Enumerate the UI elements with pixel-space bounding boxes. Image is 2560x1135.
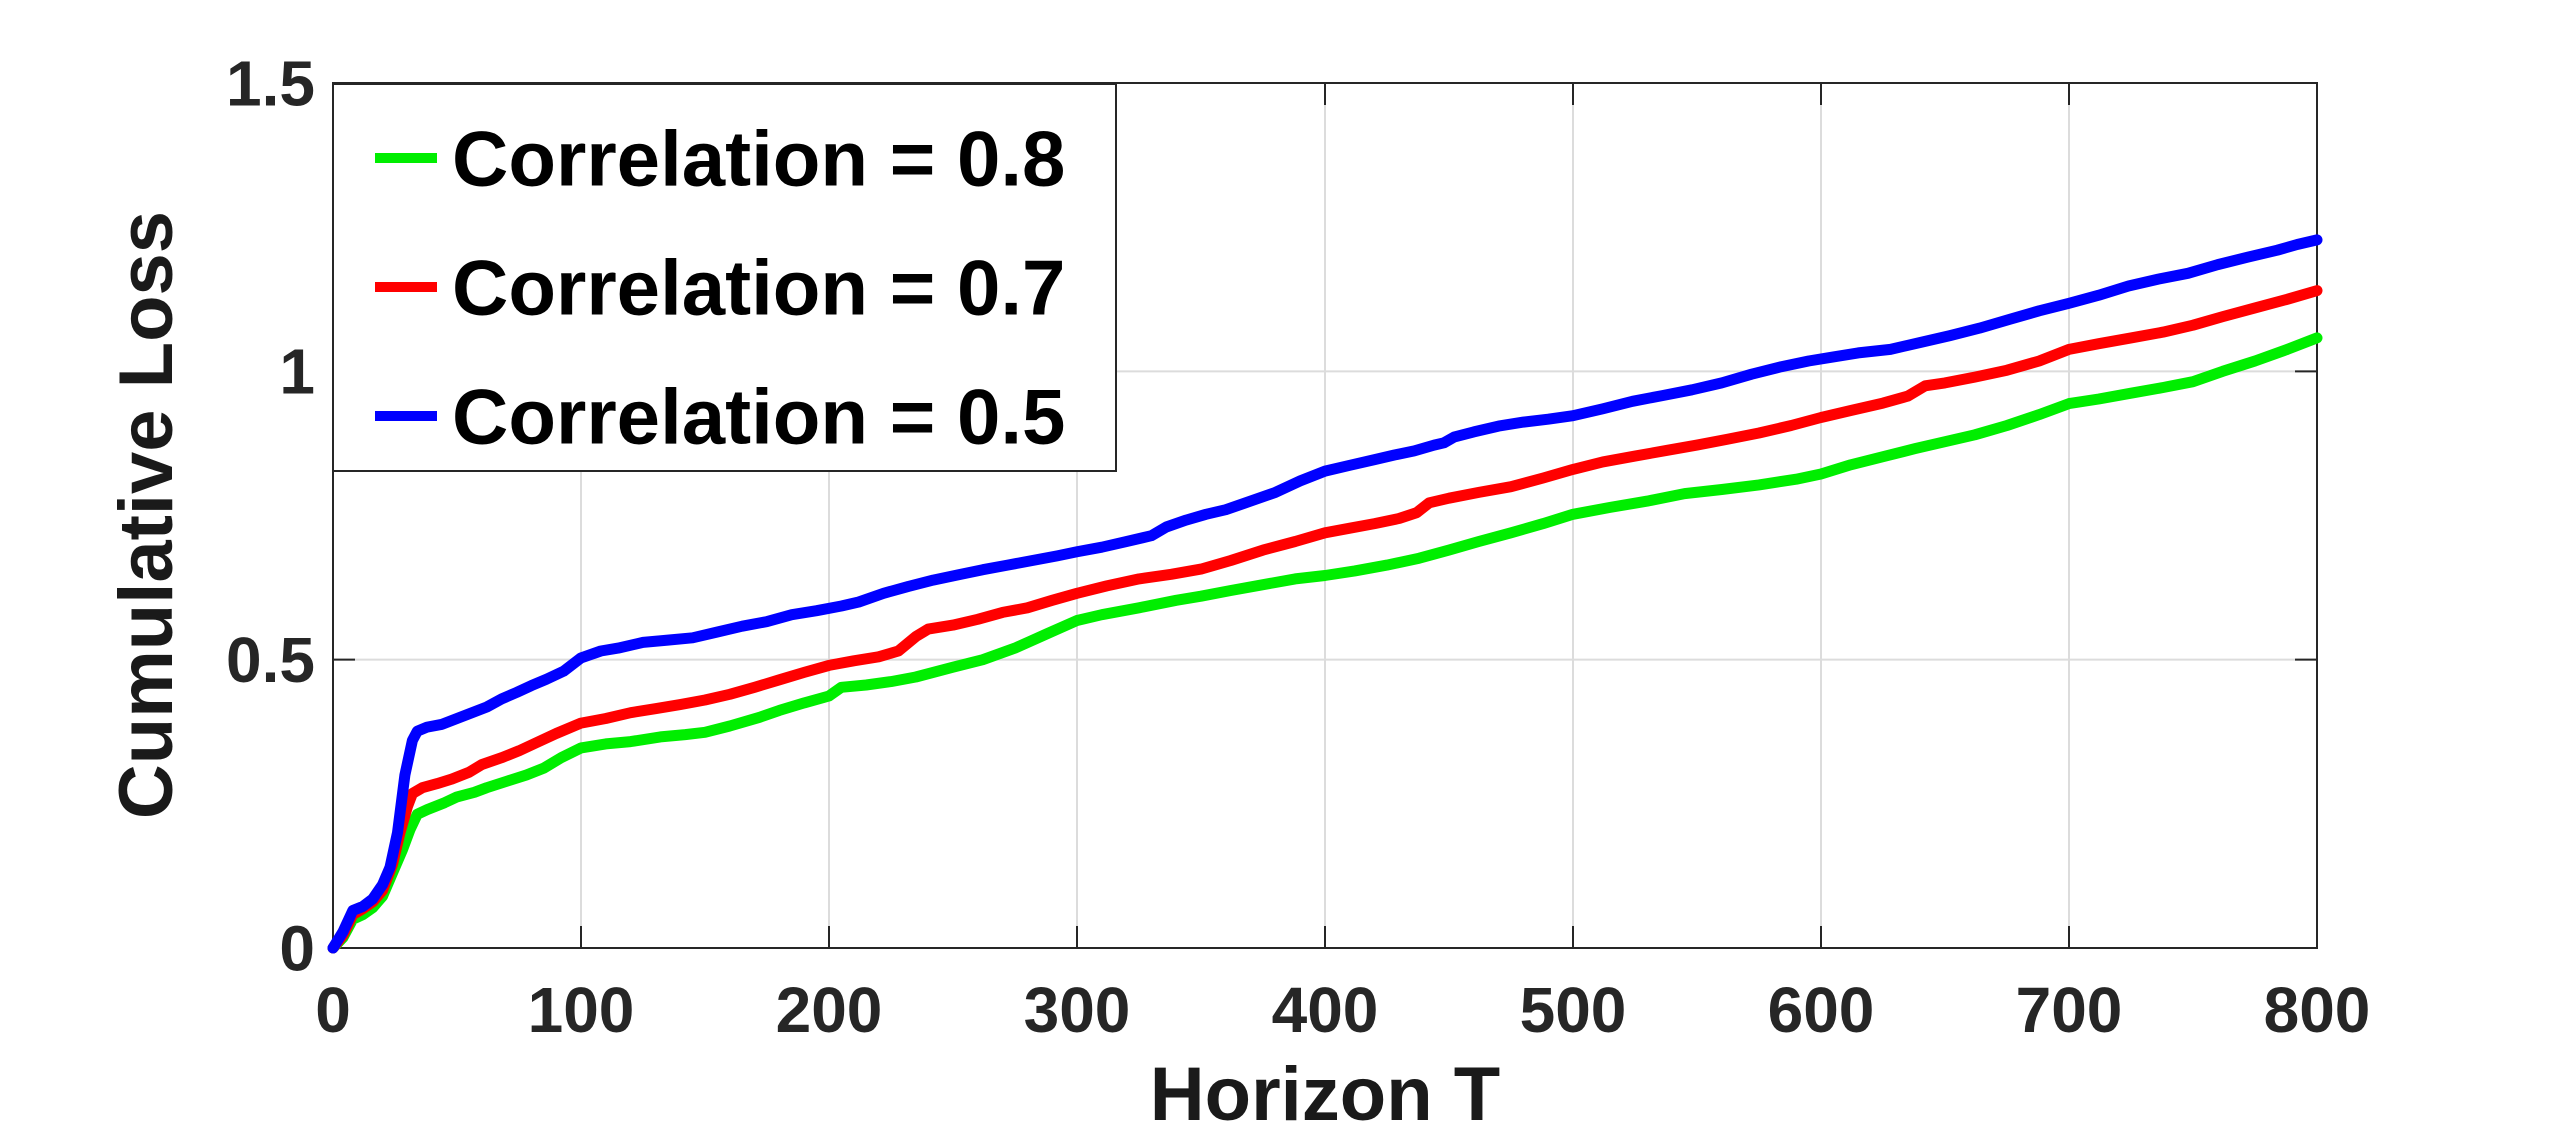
x-tick-label-0: 0 — [315, 974, 351, 1046]
y-tick-labels: 0 0.5 1 1.5 — [226, 47, 315, 984]
y-tick-label-1: 1 — [279, 336, 315, 408]
series-line-correlation-0.8 — [327, 332, 2323, 954]
legend-entry-correlation-0.5: Correlation = 0.5 — [375, 372, 1065, 460]
legend-label: Correlation = 0.5 — [452, 372, 1065, 460]
x-tick-label-200: 200 — [776, 974, 883, 1046]
data-series — [327, 234, 2323, 954]
y-tick-label-0: 0 — [279, 912, 315, 984]
x-tick-label-800: 800 — [2264, 974, 2371, 1046]
x-tick-label-500: 500 — [1520, 974, 1627, 1046]
series-line-correlation-0.7 — [327, 285, 2323, 954]
y-axis-label: Cumulative Loss — [104, 211, 189, 819]
x-tick-label-400: 400 — [1272, 974, 1379, 1046]
legend-box: Correlation = 0.8 Correlation = 0.7 Corr… — [332, 83, 1117, 472]
x-tick-label-300: 300 — [1024, 974, 1131, 1046]
legend-label: Correlation = 0.8 — [452, 114, 1065, 202]
legend-entry-correlation-0.8: Correlation = 0.8 — [375, 114, 1065, 202]
x-tick-label-600: 600 — [1768, 974, 1875, 1046]
series-line-correlation-0.5 — [327, 234, 2323, 954]
x-tick-label-700: 700 — [2016, 974, 2123, 1046]
legend-background — [332, 83, 1117, 472]
y-tick-label-0.5: 0.5 — [226, 624, 315, 696]
legend-label: Correlation = 0.7 — [452, 243, 1065, 331]
x-tick-labels: 0 100 200 300 400 500 600 700 800 — [315, 974, 2370, 1046]
legend-entry-correlation-0.7: Correlation = 0.7 — [375, 243, 1065, 331]
x-axis-label: Horizon T — [1150, 1052, 1500, 1135]
x-tick-label-100: 100 — [528, 974, 635, 1046]
y-tick-label-1.5: 1.5 — [226, 47, 315, 119]
